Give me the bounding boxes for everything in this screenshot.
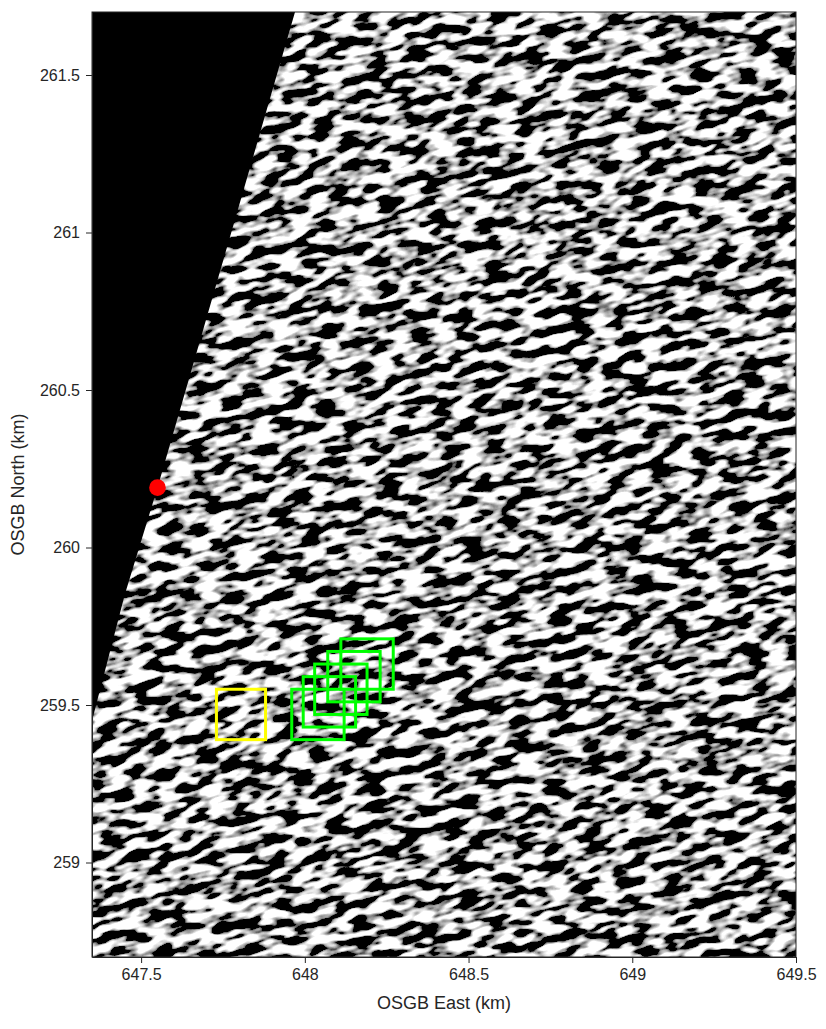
tick-label: 259 bbox=[53, 854, 80, 871]
tick-label: 259.5 bbox=[40, 697, 80, 714]
tick-label: 649.5 bbox=[776, 966, 816, 983]
tick-label: 648.5 bbox=[449, 966, 489, 983]
no-data-region bbox=[92, 12, 295, 721]
tick-label: 648 bbox=[292, 966, 319, 983]
tick-mark bbox=[86, 863, 92, 864]
radar-location bbox=[149, 479, 166, 496]
tick-mark bbox=[141, 957, 142, 963]
tick-mark bbox=[86, 705, 92, 706]
backscatter-group bbox=[92, 12, 796, 957]
axis-line bbox=[93, 957, 797, 958]
tick-mark bbox=[796, 957, 797, 963]
tick: 649.5 bbox=[776, 957, 816, 983]
tick-label: 260 bbox=[53, 539, 80, 556]
tick-label: 649 bbox=[619, 966, 646, 983]
tick-mark bbox=[86, 75, 92, 76]
tick: 647.5 bbox=[122, 957, 162, 983]
plot-frame bbox=[92, 12, 796, 957]
y-axis: 259 259.5 260 260.5 261 261.5 bbox=[40, 13, 93, 958]
tick: 261.5 bbox=[40, 67, 92, 84]
tick: 261 bbox=[53, 224, 92, 241]
plot-content bbox=[92, 12, 796, 957]
tick-label: 261.5 bbox=[40, 67, 80, 84]
tick-mark bbox=[632, 957, 633, 963]
chart: 647.5 648 648.5 649 649.5 259 259.5 260 260.5 261… bbox=[0, 0, 826, 1029]
y-axis-title: OSGB North (km) bbox=[8, 413, 28, 555]
tick: 649 bbox=[619, 957, 646, 983]
box bbox=[328, 651, 380, 701]
tick-mark bbox=[86, 548, 92, 549]
tick: 259 bbox=[53, 854, 92, 871]
tick: 259.5 bbox=[40, 697, 92, 714]
axis-line bbox=[92, 13, 93, 958]
x-axis: 647.5 648 648.5 649 649.5 bbox=[93, 957, 817, 983]
x-axis-title: OSGB East (km) bbox=[377, 993, 511, 1013]
tick-mark bbox=[469, 957, 470, 963]
tick-mark bbox=[86, 233, 92, 234]
tick: 260 bbox=[53, 539, 92, 556]
tick-label: 260.5 bbox=[40, 382, 80, 399]
radar-backscatter bbox=[92, 12, 796, 957]
box bbox=[341, 639, 393, 689]
box bbox=[216, 689, 265, 739]
tick-label: 261 bbox=[53, 224, 80, 241]
tick-mark bbox=[86, 390, 92, 391]
tick: 648.5 bbox=[449, 957, 489, 983]
tick-label: 647.5 bbox=[122, 966, 162, 983]
plot-area: 647.5 648 648.5 649 649.5 259 259.5 260 260.5 261… bbox=[0, 0, 826, 1029]
tick: 260.5 bbox=[40, 382, 92, 399]
tick: 648 bbox=[292, 957, 319, 983]
tick-mark bbox=[305, 957, 306, 963]
